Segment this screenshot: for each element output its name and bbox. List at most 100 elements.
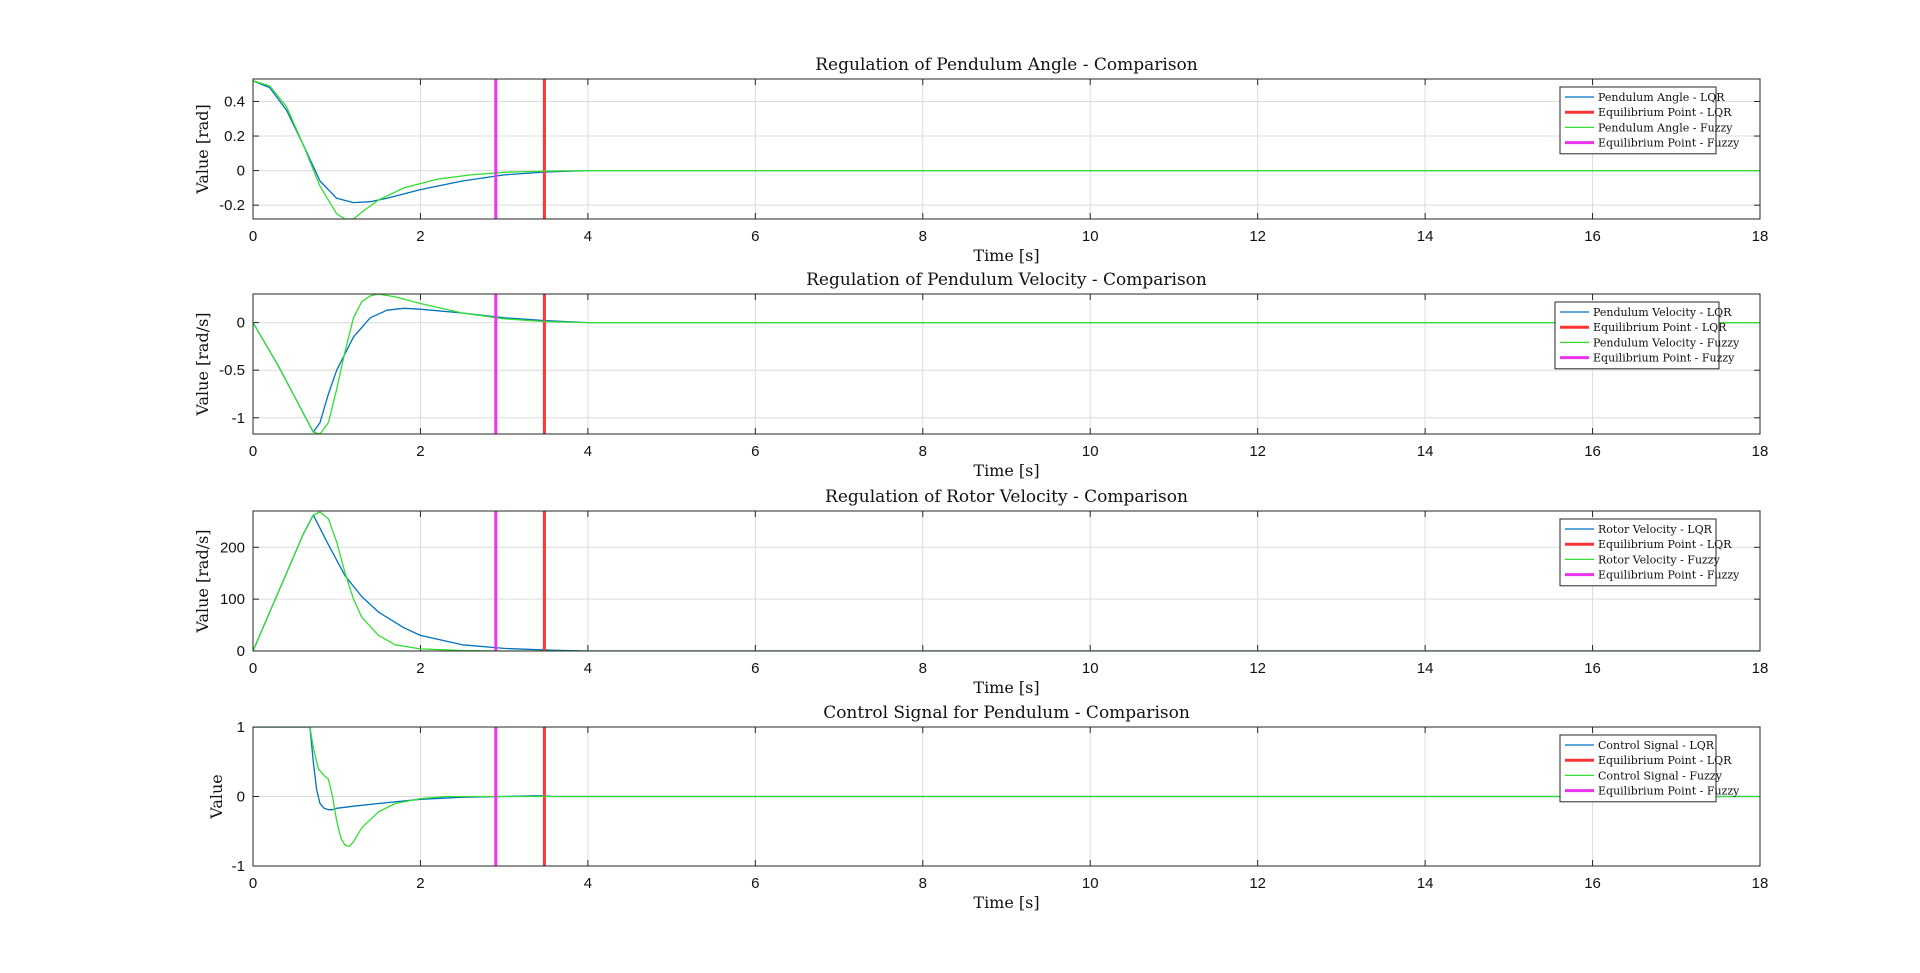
series-line-pendulum-velocity-fuzzy [253,294,1760,434]
series-line-control-signal-fuzzy [253,727,1760,848]
x-tick-label: 2 [416,443,424,460]
y-tick-label: -0.2 [219,197,245,214]
y-tick-label: 0 [237,643,245,660]
legend-entry-label: Equilibrium Point - LQR [1593,321,1727,334]
x-tick-label: 14 [1417,660,1434,677]
legend-entry-label: Pendulum Angle - Fuzzy [1598,121,1733,134]
legend-entry-label: Control Signal - LQR [1598,739,1715,752]
chart-title: Control Signal for Pendulum - Comparison [823,703,1190,723]
chart-title: Regulation of Rotor Velocity - Compariso… [825,487,1188,507]
legend: Control Signal - LQR Equilibrium Point - … [1559,734,1740,803]
x-tick-label: 18 [1752,660,1769,677]
x-tick-label: 0 [249,443,257,460]
x-tick-label: 6 [751,443,759,460]
y-tick-label: 0 [237,315,245,332]
y-tick-label: -0.5 [219,362,245,379]
x-tick-label: 14 [1417,228,1434,245]
y-axis-label: Value [rad/s] [193,529,212,633]
x-tick-label: 2 [416,875,424,892]
x-tick-label: 2 [416,660,424,677]
x-tick-label: 0 [249,660,257,677]
x-tick-label: 6 [751,660,759,677]
legend-entry-label: Equilibrium Point - Fuzzy [1598,569,1740,582]
axes-frame [252,726,1761,867]
y-tick-label: -1 [232,410,245,427]
legend-entry-label: Pendulum Angle - LQR [1598,91,1725,104]
x-tick-label: 12 [1249,660,1266,677]
legend-entry-label: Equilibrium Point - LQR [1598,106,1732,119]
x-tick-label: 0 [249,228,257,245]
y-tick-label: 0 [237,789,245,806]
x-tick-label: 18 [1752,228,1769,245]
x-tick-label: 12 [1249,875,1266,892]
x-axis-label: Time [s] [973,461,1039,480]
series-line-rotor-velocity-fuzzy [253,511,1760,651]
x-tick-label: 10 [1082,443,1099,460]
x-tick-label: 6 [751,228,759,245]
chart-title: Regulation of Pendulum Velocity - Compar… [806,270,1207,290]
y-axis-label: Value [207,774,226,820]
x-tick-label: 4 [584,660,592,677]
y-tick-label: 0.2 [224,128,245,145]
x-tick-label: 16 [1584,660,1601,677]
chart-title: Regulation of Pendulum Angle - Compariso… [815,55,1198,75]
x-tick-label: 8 [919,875,927,892]
x-tick-label: 12 [1249,228,1266,245]
y-tick-label: -1 [232,858,245,875]
y-tick-label: 0 [237,163,245,180]
legend-entry-label: Control Signal - Fuzzy [1598,769,1723,782]
legend-entry-label: Equilibrium Point - LQR [1598,754,1732,767]
axes-frame [252,510,1761,652]
legend-entry-label: Rotor Velocity - LQR [1598,523,1713,536]
x-tick-label: 12 [1249,443,1266,460]
x-tick-label: 4 [584,875,592,892]
subplot-2: 0 2 4 6 8 10 12 14 16 18 -1 -0.5 0 Regulation of Pend… [193,270,1768,480]
x-tick-label: 8 [919,228,927,245]
y-axis-label: Value [rad/s] [193,312,212,416]
x-tick-label: 16 [1584,443,1601,460]
subplot-3: 0 2 4 6 8 10 12 14 16 18 0 100 200 Regulation of Roto… [193,487,1768,697]
x-tick-label: 14 [1417,443,1434,460]
legend-entry-label: Equilibrium Point - Fuzzy [1598,785,1740,798]
legend-entry-label: Pendulum Velocity - LQR [1593,306,1732,319]
x-tick-label: 10 [1082,228,1099,245]
x-axis-label: Time [s] [973,893,1039,912]
x-tick-label: 16 [1584,228,1601,245]
x-tick-label: 6 [751,875,759,892]
series-line-pendulum-angle-fuzzy [253,80,1760,219]
axes-frame [252,78,1761,220]
x-tick-label: 14 [1417,875,1434,892]
x-tick-label: 10 [1082,875,1099,892]
y-tick-label: 100 [220,591,245,608]
legend-entry-label: Pendulum Velocity - Fuzzy [1593,336,1740,349]
x-tick-label: 8 [919,660,927,677]
x-axis-label: Time [s] [973,246,1039,265]
y-axis-label: Value [rad] [193,104,212,195]
plot-area [253,79,1760,219]
x-tick-label: 2 [416,228,424,245]
legend: Pendulum Velocity - LQR Equilibrium Point… [1554,301,1740,370]
x-tick-label: 16 [1584,875,1601,892]
legend: Rotor Velocity - LQR Equilibrium Point - … [1559,518,1740,587]
x-tick-label: 8 [919,443,927,460]
x-tick-label: 18 [1752,875,1769,892]
legend-entry-label: Equilibrium Point - Fuzzy [1598,137,1740,150]
x-tick-label: 4 [584,228,592,245]
y-tick-label: 200 [220,539,245,556]
x-tick-label: 4 [584,443,592,460]
legend: Pendulum Angle - LQR Equilibrium Point - … [1559,86,1740,155]
plot-area [253,511,1760,651]
x-tick-label: 18 [1752,443,1769,460]
legend-entry-label: Equilibrium Point - LQR [1598,538,1732,551]
x-tick-label: 0 [249,875,257,892]
y-tick-label: 0.4 [224,93,245,110]
y-tick-label: 1 [237,719,245,736]
axes-frame [252,293,1761,435]
x-tick-label: 10 [1082,660,1099,677]
x-axis-label: Time [s] [973,678,1039,697]
legend-entry-label: Rotor Velocity - Fuzzy [1598,553,1721,566]
legend-entry-label: Equilibrium Point - Fuzzy [1593,352,1735,365]
